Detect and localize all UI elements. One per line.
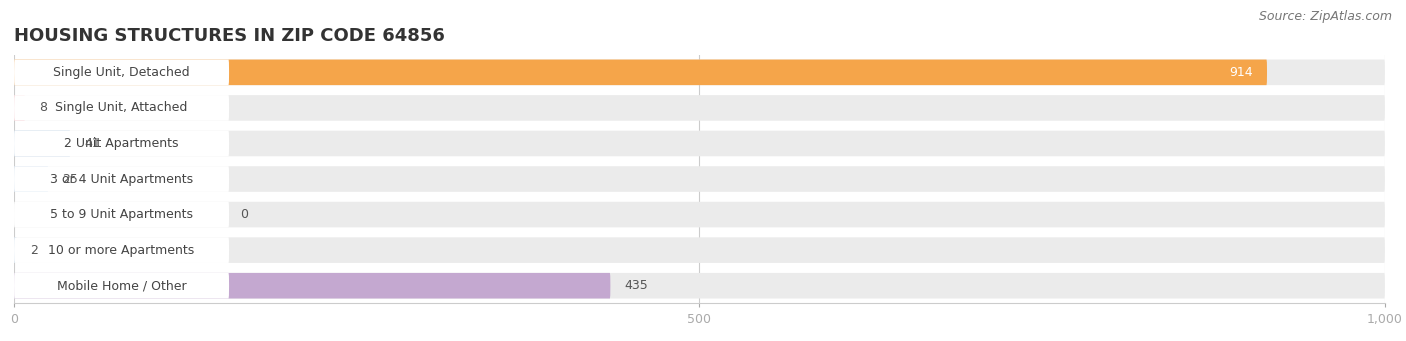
Text: 3 or 4 Unit Apartments: 3 or 4 Unit Apartments bbox=[51, 173, 193, 186]
Text: Mobile Home / Other: Mobile Home / Other bbox=[56, 279, 187, 292]
FancyBboxPatch shape bbox=[14, 60, 229, 85]
FancyBboxPatch shape bbox=[14, 60, 1385, 85]
FancyBboxPatch shape bbox=[14, 166, 229, 192]
FancyBboxPatch shape bbox=[14, 131, 70, 156]
Text: 914: 914 bbox=[1230, 66, 1253, 79]
Text: 0: 0 bbox=[240, 208, 247, 221]
Text: 435: 435 bbox=[624, 279, 648, 292]
FancyBboxPatch shape bbox=[14, 166, 48, 192]
FancyBboxPatch shape bbox=[14, 95, 1385, 121]
FancyBboxPatch shape bbox=[14, 273, 1385, 298]
FancyBboxPatch shape bbox=[14, 95, 229, 121]
Text: 2 Unit Apartments: 2 Unit Apartments bbox=[65, 137, 179, 150]
Text: Single Unit, Attached: Single Unit, Attached bbox=[55, 101, 188, 114]
FancyBboxPatch shape bbox=[14, 237, 1385, 263]
FancyBboxPatch shape bbox=[14, 273, 229, 298]
FancyBboxPatch shape bbox=[14, 202, 1385, 227]
Text: 25: 25 bbox=[62, 173, 77, 186]
FancyBboxPatch shape bbox=[14, 131, 1385, 156]
Text: 41: 41 bbox=[84, 137, 100, 150]
FancyBboxPatch shape bbox=[14, 95, 25, 121]
Text: HOUSING STRUCTURES IN ZIP CODE 64856: HOUSING STRUCTURES IN ZIP CODE 64856 bbox=[14, 27, 444, 45]
FancyBboxPatch shape bbox=[14, 131, 229, 156]
FancyBboxPatch shape bbox=[14, 60, 1267, 85]
FancyBboxPatch shape bbox=[14, 237, 17, 263]
FancyBboxPatch shape bbox=[14, 273, 610, 298]
Text: 8: 8 bbox=[39, 101, 46, 114]
FancyBboxPatch shape bbox=[14, 202, 229, 227]
Text: Single Unit, Detached: Single Unit, Detached bbox=[53, 66, 190, 79]
FancyBboxPatch shape bbox=[14, 166, 1385, 192]
Text: 10 or more Apartments: 10 or more Apartments bbox=[48, 244, 194, 257]
Text: 5 to 9 Unit Apartments: 5 to 9 Unit Apartments bbox=[51, 208, 193, 221]
Text: Source: ZipAtlas.com: Source: ZipAtlas.com bbox=[1258, 10, 1392, 23]
FancyBboxPatch shape bbox=[14, 237, 229, 263]
Text: 2: 2 bbox=[31, 244, 38, 257]
